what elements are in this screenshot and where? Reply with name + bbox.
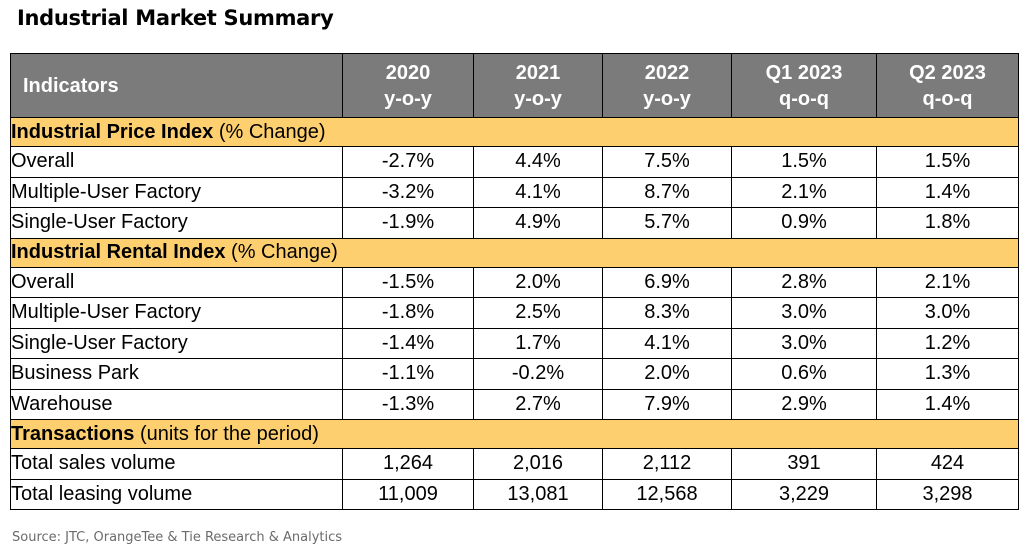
row-label: Warehouse: [10, 388, 343, 420]
table-cell: -2.7%: [342, 146, 474, 178]
table-cell: 1.8%: [876, 207, 1019, 239]
table-cell: 13,081: [473, 478, 603, 510]
table-cell: 3.0%: [876, 297, 1019, 329]
table-cell: 3.0%: [731, 297, 877, 329]
table-cell: 2.5%: [473, 297, 603, 329]
table-cell: 4.9%: [473, 207, 603, 239]
section-title-bold: Industrial Rental Index: [11, 241, 226, 263]
table-cell: -1.8%: [342, 297, 474, 329]
section-title-note: (% Change): [225, 241, 338, 263]
market-summary-table: Indicators 2020 y-o-y 2021 y-o-y 2022 y-o-y…: [10, 53, 1019, 510]
table-cell: -1.5%: [342, 266, 474, 298]
table-row: Warehouse -1.3% 2.7% 7.9% 2.9% 1.4%: [10, 388, 1019, 420]
table-cell: 2.0%: [473, 266, 603, 298]
table-cell: 3,298: [876, 478, 1019, 510]
header-indicators: Indicators: [10, 53, 343, 118]
table-cell: 1.4%: [876, 388, 1019, 420]
table-cell: 3.0%: [731, 327, 877, 359]
table-cell: 6.9%: [602, 266, 732, 298]
table-cell: -3.2%: [342, 176, 474, 208]
table-cell: 2,016: [473, 448, 603, 480]
section-title-note: (units for the period): [134, 422, 319, 445]
table-row: Single-User Factory -1.4% 1.7% 4.1% 3.0% 1.2%: [10, 327, 1019, 359]
section-title: Industrial Price Index (% Change): [10, 117, 1019, 147]
section-title: Industrial Rental Index (% Change): [10, 237, 1019, 268]
section-header: Industrial Rental Index (% Change): [10, 237, 1019, 268]
section-header: Industrial Price Index (% Change): [10, 117, 1019, 147]
table-cell: 1.4%: [876, 176, 1019, 208]
table-cell: 2.1%: [731, 176, 877, 208]
table-cell: 2.9%: [731, 388, 877, 420]
section-header: Transactions (units for the period): [10, 419, 1019, 449]
table-row: Overall -2.7% 4.4% 7.5% 1.5% 1.5%: [10, 146, 1019, 178]
table-cell: 0.9%: [731, 207, 877, 239]
table-body: Industrial Price Index (% Change) Overall…: [10, 117, 1019, 510]
table-cell: 1.5%: [731, 146, 877, 178]
table-cell: 2.0%: [602, 358, 732, 390]
table-cell: 8.7%: [602, 176, 732, 208]
table-cell: 7.5%: [602, 146, 732, 178]
table-row: Business Park -1.1% -0.2% 2.0% 0.6% 1.3%: [10, 358, 1019, 390]
header-col-2021: 2021 y-o-y: [473, 53, 603, 118]
row-label: Total leasing volume: [10, 478, 343, 510]
section-title-bold: Transactions: [11, 422, 135, 445]
table-cell: -1.4%: [342, 327, 474, 359]
section-title-bold: Industrial Price Index: [11, 120, 214, 143]
table-cell: 11,009: [342, 478, 474, 510]
table-cell: 424: [876, 448, 1019, 480]
table-header: Indicators 2020 y-o-y 2021 y-o-y 2022 y-o-y…: [10, 53, 1019, 118]
table-cell: 2.8%: [731, 266, 877, 298]
table-cell: 1.7%: [473, 327, 603, 359]
table-row: Total sales volume 1,264 2,016 2,112 391 424: [10, 448, 1019, 480]
row-label: Multiple-User Factory: [10, 297, 343, 329]
page-title: Industrial Market Summary: [17, 6, 334, 30]
table-cell: 2.1%: [876, 266, 1019, 298]
row-label: Single-User Factory: [10, 327, 343, 359]
header-col-q1-2023: Q1 2023 q-o-q: [731, 53, 877, 118]
header-col-q2-2023: Q2 2023 q-o-q: [876, 53, 1019, 118]
table-row: Multiple-User Factory -1.8% 2.5% 8.3% 3.0% 3.…: [10, 297, 1019, 329]
table-cell: 7.9%: [602, 388, 732, 420]
section-title: Transactions (units for the period): [10, 419, 1019, 449]
table-cell: 2,112: [602, 448, 732, 480]
table-cell: 2.7%: [473, 388, 603, 420]
table-cell: 0.6%: [731, 358, 877, 390]
header-col-2022: 2022 y-o-y: [602, 53, 732, 118]
table-cell: -0.2%: [473, 358, 603, 390]
row-label: Total sales volume: [10, 448, 343, 480]
table-cell: -1.3%: [342, 388, 474, 420]
source-note: Source: JTC, OrangeTee & Tie Research & …: [12, 530, 343, 545]
table-cell: 4.1%: [602, 327, 732, 359]
table-cell: 4.4%: [473, 146, 603, 178]
table-cell: 3,229: [731, 478, 877, 510]
table-cell: 1.3%: [876, 358, 1019, 390]
row-label: Multiple-User Factory: [10, 176, 343, 208]
table-row: Overall -1.5% 2.0% 6.9% 2.8% 2.1%: [10, 266, 1019, 298]
table-row: Multiple-User Factory -3.2% 4.1% 8.7% 2.1% 1.…: [10, 176, 1019, 208]
table-row: Total leasing volume 11,009 13,081 12,568 3,…: [10, 478, 1019, 510]
row-label: Overall: [10, 146, 343, 178]
row-label: Overall: [10, 266, 343, 298]
header-col-2020: 2020 y-o-y: [342, 53, 474, 118]
table-cell: -1.1%: [342, 358, 474, 390]
table-cell: 5.7%: [602, 207, 732, 239]
table-cell: 1.2%: [876, 327, 1019, 359]
table-cell: 4.1%: [473, 176, 603, 208]
table-cell: -1.9%: [342, 207, 474, 239]
row-label: Single-User Factory: [10, 207, 343, 239]
table-row: Single-User Factory -1.9% 4.9% 5.7% 0.9% 1.8%: [10, 207, 1019, 239]
table-cell: 391: [731, 448, 877, 480]
table-cell: 8.3%: [602, 297, 732, 329]
table-cell: 1.5%: [876, 146, 1019, 178]
row-label: Business Park: [10, 358, 343, 390]
table-cell: 1,264: [342, 448, 474, 480]
section-title-note: (% Change): [213, 120, 326, 143]
table-cell: 12,568: [602, 478, 732, 510]
